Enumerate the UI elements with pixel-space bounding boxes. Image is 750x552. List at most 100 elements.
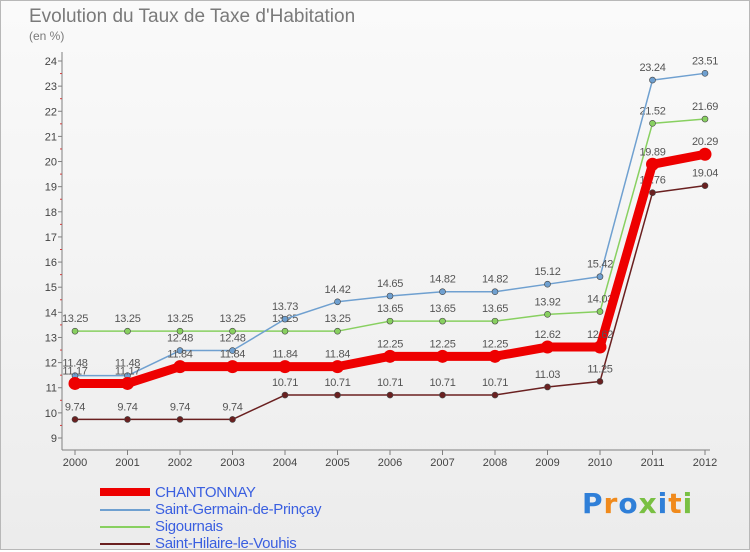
legend-swatch-sigournais <box>100 526 150 528</box>
legend-swatch-saint-hilaire <box>100 543 150 545</box>
data-point-sigournais <box>334 327 341 335</box>
data-label-sigournais: 13.65 <box>377 303 403 315</box>
x-tick-label: 2005 <box>325 457 349 469</box>
x-tick-label: 2000 <box>63 457 87 469</box>
x-tick-label: 2012 <box>693 457 717 469</box>
y-tick-label: 9 <box>51 433 57 445</box>
legend-label-saint-hilaire: Saint-Hilaire-le-Vouhis <box>155 535 297 552</box>
data-label-saint-hilaire-le-vouhis: 9.74 <box>65 401 85 413</box>
data-label-saint-hilaire-le-vouhis: 10.71 <box>377 377 403 389</box>
data-label-chantonnay: 11.84 <box>220 349 245 361</box>
x-tick-label: 2001 <box>115 457 139 469</box>
data-point-chantonnay <box>226 360 239 374</box>
data-point-chantonnay <box>278 360 292 374</box>
data-label-sigournais: 13.65 <box>482 303 508 315</box>
y-tick-label: 20 <box>45 157 57 169</box>
data-point-saint-hilaire-le-vouhis <box>334 391 341 399</box>
y-tick-label: 15 <box>45 282 57 294</box>
y-tick-label: 17 <box>45 232 57 244</box>
data-point-sigournais <box>544 311 551 318</box>
data-label-saint-germain-de-princay: 14.65 <box>377 278 403 290</box>
data-point-sigournais <box>176 327 184 335</box>
data-point-saint-hilaire-le-vouhis <box>229 416 236 423</box>
data-point-saint-germain-de-princay <box>491 288 499 296</box>
data-label-saint-germain-de-princay: 23.24 <box>639 62 665 74</box>
y-tick-label: 12 <box>45 358 57 370</box>
data-label-sigournais: 21.52 <box>639 105 665 117</box>
data-label-saint-germain-de-princay: 14.42 <box>324 284 350 296</box>
y-tick-label: 22 <box>45 106 57 118</box>
x-tick-label: 2002 <box>168 457 192 469</box>
data-point-sigournais <box>596 308 604 315</box>
logo-letter: o <box>618 487 639 520</box>
logo-letter: t <box>668 487 683 520</box>
data-point-chantonnay <box>646 157 659 171</box>
data-label-chantonnay: 12.62 <box>534 329 560 341</box>
logo-letter: x <box>638 487 658 520</box>
data-label-sigournais: 13.25 <box>114 313 140 325</box>
data-label-saint-germain-de-princay: 13.73 <box>272 301 298 313</box>
logo-letter: r <box>603 487 619 520</box>
y-tick-label: 16 <box>45 257 57 269</box>
y-tick-label: 24 <box>45 56 57 68</box>
y-tick-label: 21 <box>45 131 57 143</box>
data-label-saint-germain-de-princay: 12.48 <box>219 333 245 345</box>
data-point-saint-hilaire-le-vouhis <box>124 416 131 423</box>
data-label-saint-hilaire-le-vouhis: 9.74 <box>117 401 137 413</box>
data-label-saint-hilaire-le-vouhis: 11.25 <box>587 363 612 375</box>
data-label-saint-hilaire-le-vouhis: 9.74 <box>222 401 242 413</box>
logo-letter: P <box>582 487 604 520</box>
data-point-saint-germain-de-princay <box>701 70 709 77</box>
logo-letter: i <box>682 487 694 520</box>
data-point-chantonnay <box>698 147 712 161</box>
y-tick-label: 23 <box>45 81 57 93</box>
data-point-chantonnay <box>331 360 344 374</box>
data-label-saint-germain-de-princay: 23.51 <box>692 55 718 67</box>
data-point-saint-hilaire-le-vouhis <box>649 189 656 196</box>
data-label-sigournais: 14.03 <box>587 294 613 306</box>
x-tick-label: 2003 <box>220 457 244 469</box>
data-point-saint-germain-de-princay <box>176 347 184 354</box>
data-label-saint-germain-de-princay: 11.48 <box>62 358 87 370</box>
data-point-saint-hilaire-le-vouhis <box>596 378 604 385</box>
data-point-chantonnay <box>593 340 607 354</box>
data-point-sigournais <box>71 327 79 335</box>
x-tick-label: 2004 <box>273 457 297 469</box>
y-tick-label: 18 <box>45 207 57 219</box>
chart-title: Evolution du Taux de Taxe d'Habitation <box>29 6 356 27</box>
data-label-sigournais: 13.92 <box>534 296 560 308</box>
data-label-saint-hilaire-le-vouhis: 10.71 <box>272 377 298 389</box>
data-label-saint-germain-de-princay: 15.42 <box>587 259 613 271</box>
data-label-chantonnay: 12.25 <box>429 338 455 350</box>
y-tick-label: 13 <box>45 332 57 344</box>
y-tick-label: 14 <box>45 307 57 319</box>
data-label-saint-hilaire-le-vouhis: 9.74 <box>170 401 190 413</box>
data-label-saint-hilaire-le-vouhis: 10.71 <box>429 377 455 389</box>
data-point-saint-germain-de-princay <box>544 280 551 288</box>
x-tick-label: 2010 <box>588 457 612 469</box>
data-label-chantonnay: 19.89 <box>639 146 665 158</box>
data-point-saint-germain-de-princay <box>386 292 394 300</box>
data-label-saint-germain-de-princay: 12.48 <box>167 333 193 345</box>
legend-label-chantonnay: CHANTONNAY <box>155 484 256 501</box>
data-label-chantonnay: 11.17 <box>62 365 87 377</box>
x-tick-label: 2011 <box>641 457 665 469</box>
data-point-chantonnay <box>436 349 449 363</box>
data-point-sigournais <box>386 317 394 325</box>
data-label-chantonnay: 11.17 <box>115 365 140 377</box>
data-label-saint-germain-de-princay: 14.82 <box>482 274 508 286</box>
data-label-chantonnay: 20.29 <box>692 136 718 148</box>
data-point-saint-germain-de-princay <box>229 347 236 354</box>
data-label-chantonnay: 11.84 <box>325 349 350 361</box>
data-point-saint-hilaire-le-vouhis <box>491 391 499 399</box>
data-label-saint-hilaire-le-vouhis: 11.03 <box>535 369 560 381</box>
data-point-chantonnay <box>68 376 82 390</box>
data-point-chantonnay <box>488 349 502 363</box>
data-point-saint-hilaire-le-vouhis <box>439 391 446 399</box>
data-point-chantonnay <box>541 340 554 354</box>
data-point-sigournais <box>124 327 131 335</box>
data-point-saint-hilaire-le-vouhis <box>386 391 394 399</box>
data-point-saint-hilaire-le-vouhis <box>176 416 184 423</box>
data-label-chantonnay: 11.84 <box>272 349 297 361</box>
data-label-saint-germain-de-princay: 15.12 <box>534 266 560 278</box>
